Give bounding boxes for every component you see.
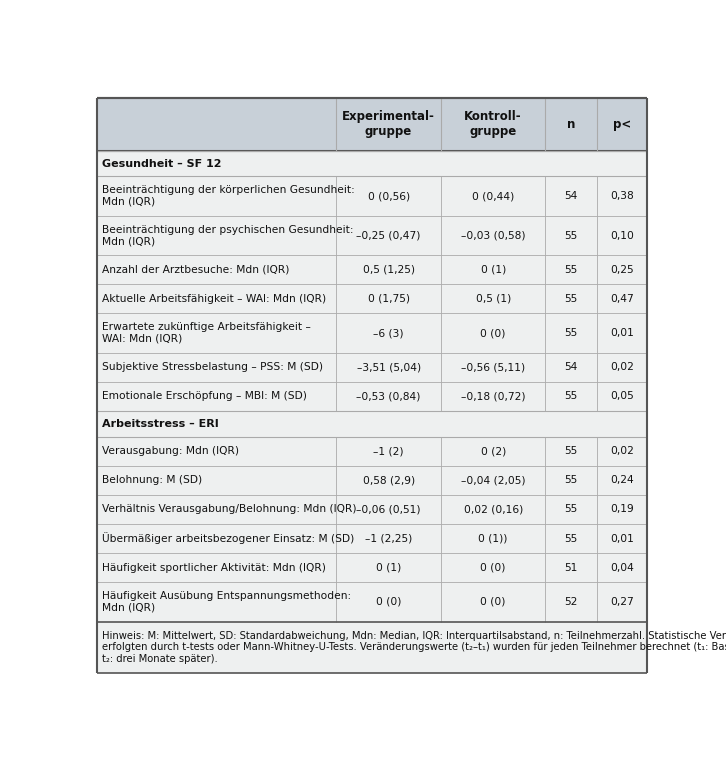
- Bar: [97, 216, 647, 255]
- Text: 0 (0): 0 (0): [481, 597, 506, 607]
- Text: 55: 55: [564, 265, 578, 275]
- Bar: [97, 176, 647, 216]
- Text: 51: 51: [564, 562, 578, 572]
- Text: –0,53 (0,84): –0,53 (0,84): [356, 391, 421, 401]
- Text: 0,58 (2,9): 0,58 (2,9): [362, 475, 415, 485]
- Text: 0,02: 0,02: [610, 446, 634, 456]
- Text: 55: 55: [564, 533, 578, 543]
- Bar: [97, 622, 647, 673]
- Text: 0 (1): 0 (1): [376, 562, 401, 572]
- Text: 0,02 (0,16): 0,02 (0,16): [463, 504, 523, 514]
- Text: Arbeitsstress – ERI: Arbeitsstress – ERI: [102, 419, 219, 429]
- Bar: [97, 582, 647, 622]
- Text: 55: 55: [564, 328, 578, 338]
- Bar: [97, 411, 647, 436]
- Text: 0,27: 0,27: [610, 597, 634, 607]
- Text: 0 (1)): 0 (1)): [478, 533, 507, 543]
- Text: Hinweis: M: Mittelwert, SD: Standardabweichung, Mdn: Median, IQR: Interquartilsa: Hinweis: M: Mittelwert, SD: Standardabwe…: [102, 631, 726, 664]
- Text: –0,06 (0,51): –0,06 (0,51): [356, 504, 421, 514]
- Text: 0,5 (1): 0,5 (1): [476, 294, 511, 304]
- Bar: [97, 151, 647, 176]
- Text: 0,10: 0,10: [610, 230, 634, 240]
- Text: Belohnung: M (SD): Belohnung: M (SD): [102, 475, 203, 485]
- Text: 0 (0,44): 0 (0,44): [472, 192, 514, 201]
- Text: Häufigkeit Ausübung Entspannungsmethoden:
Mdn (IQR): Häufigkeit Ausübung Entspannungsmethoden…: [102, 591, 351, 613]
- Bar: [97, 255, 647, 285]
- Text: 52: 52: [564, 597, 578, 607]
- Text: 55: 55: [564, 446, 578, 456]
- Text: 0,38: 0,38: [610, 192, 634, 201]
- Bar: [97, 98, 647, 151]
- Text: –1 (2): –1 (2): [373, 446, 404, 456]
- Text: 0,01: 0,01: [610, 328, 634, 338]
- Text: Gesundheit – SF 12: Gesundheit – SF 12: [102, 159, 222, 169]
- Text: 0 (1): 0 (1): [481, 265, 506, 275]
- Text: Emotionale Erschöpfung – MBI: M (SD): Emotionale Erschöpfung – MBI: M (SD): [102, 391, 307, 401]
- Text: p<: p<: [613, 118, 631, 130]
- Text: –1 (2,25): –1 (2,25): [365, 533, 412, 543]
- Text: –6 (3): –6 (3): [373, 328, 404, 338]
- Text: Kontroll-
gruppe: Kontroll- gruppe: [465, 111, 522, 138]
- Text: –0,03 (0,58): –0,03 (0,58): [461, 230, 526, 240]
- Bar: [97, 285, 647, 314]
- Bar: [97, 524, 647, 553]
- Text: 0,47: 0,47: [610, 294, 634, 304]
- Text: –3,51 (5,04): –3,51 (5,04): [356, 362, 420, 372]
- Text: 55: 55: [564, 391, 578, 401]
- Text: Übermäßiger arbeitsbezogener Einsatz: M (SD): Übermäßiger arbeitsbezogener Einsatz: M …: [102, 533, 354, 545]
- Text: 0,02: 0,02: [610, 362, 634, 372]
- Text: 0 (1,75): 0 (1,75): [367, 294, 409, 304]
- Text: Verhältnis Verausgabung/Belohnung: Mdn (IQR): Verhältnis Verausgabung/Belohnung: Mdn (…: [102, 504, 357, 514]
- Bar: [97, 553, 647, 582]
- Bar: [97, 353, 647, 382]
- Text: –0,25 (0,47): –0,25 (0,47): [356, 230, 421, 240]
- Text: 0,19: 0,19: [610, 504, 634, 514]
- Text: 0,04: 0,04: [610, 562, 634, 572]
- Text: Subjektive Stressbelastung – PSS: M (SD): Subjektive Stressbelastung – PSS: M (SD): [102, 362, 323, 372]
- Text: 55: 55: [564, 504, 578, 514]
- Text: 0 (0,56): 0 (0,56): [367, 192, 409, 201]
- Text: n: n: [567, 118, 575, 130]
- Text: 0 (0): 0 (0): [481, 328, 506, 338]
- Bar: [97, 314, 647, 353]
- Text: 54: 54: [564, 192, 578, 201]
- Text: 55: 55: [564, 294, 578, 304]
- Text: Beeinträchtigung der körperlichen Gesundheit:
Mdn (IQR): Beeinträchtigung der körperlichen Gesund…: [102, 185, 355, 207]
- Text: Erwartete zukünftige Arbeitsfähigkeit –
WAI: Mdn (IQR): Erwartete zukünftige Arbeitsfähigkeit – …: [102, 322, 311, 344]
- Text: 0,5 (1,25): 0,5 (1,25): [362, 265, 415, 275]
- Text: 0 (0): 0 (0): [376, 597, 401, 607]
- Text: –0,18 (0,72): –0,18 (0,72): [461, 391, 526, 401]
- Text: –0,04 (2,05): –0,04 (2,05): [461, 475, 526, 485]
- Text: Verausgabung: Mdn (IQR): Verausgabung: Mdn (IQR): [102, 446, 240, 456]
- Text: 54: 54: [564, 362, 578, 372]
- Text: Häufigkeit sportlicher Aktivität: Mdn (IQR): Häufigkeit sportlicher Aktivität: Mdn (I…: [102, 562, 326, 572]
- Text: 55: 55: [564, 230, 578, 240]
- Text: Beeinträchtigung der psychischen Gesundheit:
Mdn (IQR): Beeinträchtigung der psychischen Gesundh…: [102, 225, 354, 246]
- Text: 0,25: 0,25: [610, 265, 634, 275]
- Bar: [97, 495, 647, 524]
- Bar: [97, 436, 647, 465]
- Bar: [97, 382, 647, 411]
- Text: Experimental-
gruppe: Experimental- gruppe: [342, 111, 435, 138]
- Text: 0,01: 0,01: [610, 533, 634, 543]
- Text: 0,05: 0,05: [610, 391, 634, 401]
- Text: –0,56 (5,11): –0,56 (5,11): [461, 362, 525, 372]
- Bar: [97, 465, 647, 495]
- Text: Aktuelle Arbeitsfähigkeit – WAI: Mdn (IQR): Aktuelle Arbeitsfähigkeit – WAI: Mdn (IQ…: [102, 294, 327, 304]
- Text: 55: 55: [564, 475, 578, 485]
- Text: 0 (2): 0 (2): [481, 446, 506, 456]
- Text: 0 (0): 0 (0): [481, 562, 506, 572]
- Text: 0,24: 0,24: [610, 475, 634, 485]
- Text: Anzahl der Arztbesuche: Mdn (IQR): Anzahl der Arztbesuche: Mdn (IQR): [102, 265, 290, 275]
